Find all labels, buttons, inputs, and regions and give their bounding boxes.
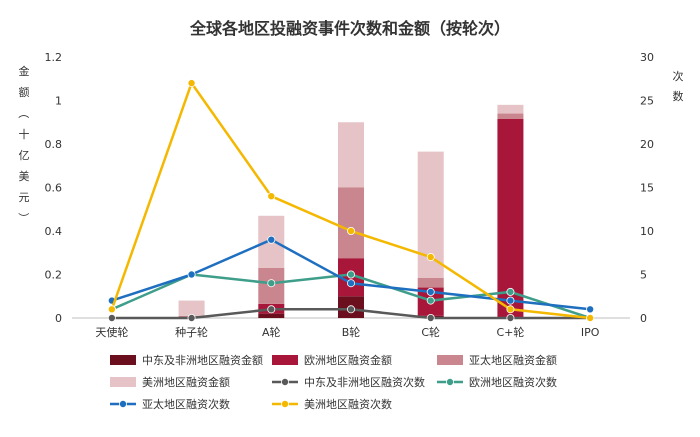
line-point [107,305,116,314]
line-point [187,313,196,322]
line-point [426,296,435,305]
bar [178,300,205,316]
legend-label: 美洲地区融资金额 [142,375,230,389]
lines [107,79,595,322]
x-tick-label: B轮 [342,325,361,339]
line-point [346,270,355,279]
x-tick-label: 种子轮 [175,325,208,339]
legend-marker [445,377,454,386]
line-point [267,279,276,288]
legend-swatch [272,355,298,365]
bar [497,104,524,114]
y-right-label: 次数 [673,69,684,103]
line-point [426,253,435,262]
line-point [107,313,116,322]
legend-label: 欧洲地区融资金额 [304,353,392,367]
y-left-tick-label: 0.6 [45,182,63,195]
axes: 0 0.2 0.4 0.6 0.8 1 1.2 0 5 10 15 20 25 30 天使轮 种子轮 A轮 B轮 C… [45,51,655,339]
legend-marker [280,377,289,386]
line-point [586,313,595,322]
bar [338,187,364,259]
line-point [346,305,355,314]
y-left-label-char: 金 [19,64,30,78]
y-right-tick-label: 20 [640,138,654,151]
y-right-tick-label: 0 [640,312,647,325]
y-right-tick-label: 25 [640,95,654,108]
line-point [346,279,355,288]
legend-label: 美洲地区融资次数 [304,397,392,411]
legend-label: 欧洲地区融资次数 [469,375,557,389]
y-left-tick-label: 1.2 [45,51,63,64]
bar [497,113,524,119]
line-point [426,287,435,296]
y-right-tick-label: 10 [640,225,654,238]
line-point [506,287,515,296]
line-point [506,305,515,314]
x-tick-label: 天使轮 [95,325,128,339]
y-right-label-char: 数 [673,90,684,103]
y-left-tick-label: 0.4 [45,225,63,238]
legend-swatch [110,355,136,365]
y-left-label-char: 亿 [19,149,30,162]
y-left-label-char: 十 [19,127,30,141]
y-left-tick-label: 0.8 [45,138,63,151]
line-point [586,305,595,314]
y-right-label-char: 次 [673,69,684,83]
line-point [267,235,276,244]
x-tick-label: C轮 [421,325,440,339]
legend-marker [280,399,289,408]
y-right-tick-label: 15 [640,182,654,195]
y-right-tick-label: 30 [640,51,654,64]
y-left-label-char: ） [17,213,30,224]
y-right-tick-label: 5 [640,269,647,282]
y-left-tick-label: 0.2 [45,269,63,282]
x-tick-label: A轮 [262,325,281,339]
bar [258,313,285,318]
bar [417,277,444,288]
line-point [506,313,515,322]
chart-title: 全球各地区投融资事件次数和金额（按轮次） [189,19,510,38]
y-left-label-char: 额 [19,86,30,99]
legend-label: 中东及非洲地区融资金额 [142,353,263,367]
y-left-tick-label: 0 [55,312,62,325]
line-point [267,192,276,201]
line-point [267,305,276,314]
y-left-label-char: 美 [19,170,30,183]
legend-marker [119,399,128,408]
legend-swatch [110,377,136,387]
y-left-tick-label: 1 [55,95,62,108]
line-point [187,270,196,279]
x-tick-label: C+轮 [496,325,524,339]
bar [338,122,364,188]
y-left-label-char: 元 [19,191,30,204]
legend-swatch [437,355,463,365]
line-point [426,313,435,322]
line-point [346,226,355,235]
legend-label: 中东及非洲地区融资次数 [304,375,425,389]
line-point [506,296,515,305]
line-point [187,79,196,88]
x-tick-label: IPO [581,326,600,339]
y-left-label-char: （ [17,108,30,119]
legend-label: 亚太地区融资金额 [469,353,557,367]
bar [497,118,524,318]
legend-label: 亚太地区融资次数 [142,397,230,411]
